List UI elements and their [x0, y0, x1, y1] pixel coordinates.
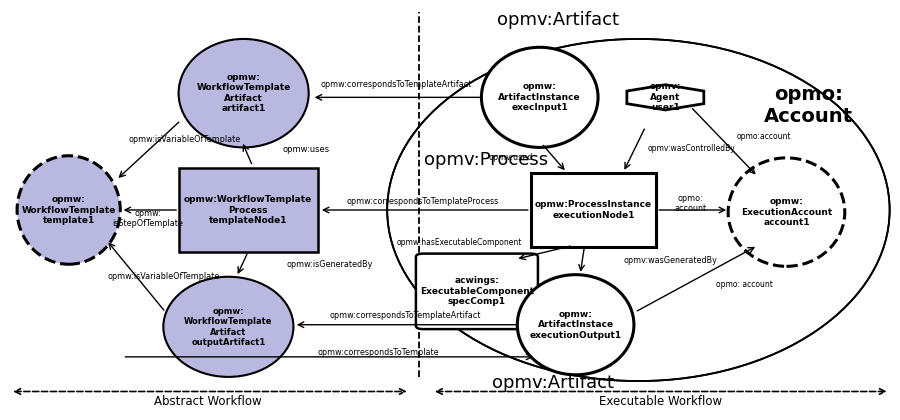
Text: opmw:
ExecutionAccount
account1: opmw: ExecutionAccount account1: [741, 197, 832, 227]
Text: opmo:account: opmo:account: [737, 132, 792, 142]
Text: opmv:wasGeneratedBy: opmv:wasGeneratedBy: [623, 256, 717, 265]
Text: opmw:ProcessInstance
executionNode1: opmw:ProcessInstance executionNode1: [535, 200, 652, 220]
Ellipse shape: [163, 277, 293, 377]
Ellipse shape: [482, 47, 598, 147]
Text: acwings:
ExecutableComponent
specComp1: acwings: ExecutableComponent specComp1: [420, 276, 534, 306]
Text: opmo: account: opmo: account: [716, 280, 772, 289]
Text: opmv:Process: opmv:Process: [424, 151, 548, 169]
Text: opmw:
ArtifactInstace
executionOutput1: opmw: ArtifactInstace executionOutput1: [529, 310, 622, 340]
Text: opmo:
Account: opmo: Account: [764, 85, 853, 126]
Text: opmw:
WorkflowTemplate
template1: opmw: WorkflowTemplate template1: [22, 195, 116, 225]
Text: opmw:
WorkflowTemplate
Artifact
artifact1: opmw: WorkflowTemplate Artifact artifact…: [196, 73, 291, 113]
Ellipse shape: [178, 39, 309, 147]
Text: opmv:used: opmv:used: [488, 153, 533, 163]
FancyBboxPatch shape: [416, 254, 538, 329]
Text: opmw:
WorkflowTemplate
Artifact
outputArtifact1: opmw: WorkflowTemplate Artifact outputAr…: [184, 307, 273, 347]
Text: opmw:correspondsToTemplateArtifact: opmw:correspondsToTemplateArtifact: [320, 80, 472, 89]
Text: opmw:isVariableOfTemplate: opmw:isVariableOfTemplate: [107, 272, 220, 281]
Text: opmw:isGeneratedBy: opmw:isGeneratedBy: [287, 260, 374, 269]
Text: opmw:WorkflowTemplate
Process
templateNode1: opmw:WorkflowTemplate Process templateNo…: [184, 195, 312, 225]
Text: opmv:wasControlledBy: opmv:wasControlledBy: [647, 144, 735, 153]
Text: opmv:Artifact: opmv:Artifact: [492, 374, 614, 392]
Text: opmw:correspondsToTemplateProcess: opmw:correspondsToTemplateProcess: [347, 197, 500, 206]
Ellipse shape: [17, 156, 121, 264]
Bar: [178, 168, 318, 252]
Text: opmw:correspondsToTemplateArtifact: opmw:correspondsToTemplateArtifact: [329, 311, 481, 320]
Text: opmw:
isStepOfTemplate: opmw: isStepOfTemplate: [112, 209, 183, 228]
Text: opmw:correspondsToTemplate: opmw:correspondsToTemplate: [318, 348, 439, 357]
Text: opmv:Artifact: opmv:Artifact: [497, 11, 618, 29]
Text: opmo:
account: opmo: account: [674, 194, 706, 213]
Text: Abstract Workflow: Abstract Workflow: [154, 395, 262, 408]
Text: opmw:hasExecutableComponent: opmw:hasExecutableComponent: [396, 238, 522, 247]
Polygon shape: [627, 85, 704, 110]
Ellipse shape: [518, 275, 634, 375]
Text: opmw:isVariableOfTemplate: opmw:isVariableOfTemplate: [129, 135, 241, 144]
Bar: [531, 173, 656, 247]
Text: opmv:
Agent
user1: opmv: Agent user1: [650, 82, 681, 112]
Text: Executable Workflow: Executable Workflow: [599, 395, 723, 408]
Ellipse shape: [728, 158, 845, 266]
Text: opmw:uses: opmw:uses: [283, 145, 329, 154]
Text: opmw:
ArtifactInstance
execInput1: opmw: ArtifactInstance execInput1: [499, 82, 581, 112]
